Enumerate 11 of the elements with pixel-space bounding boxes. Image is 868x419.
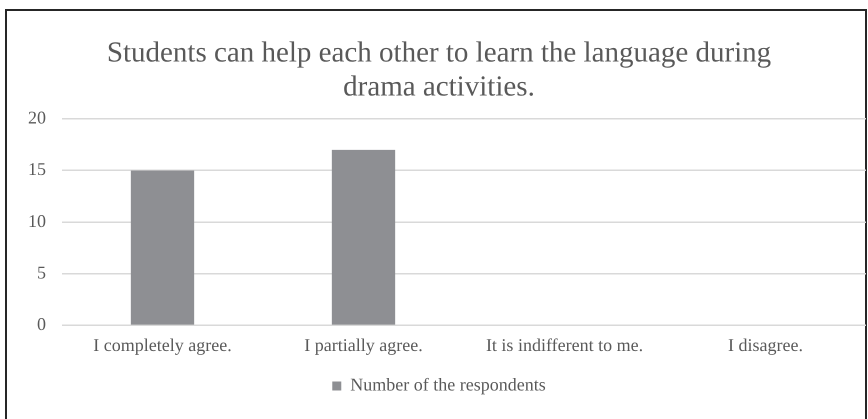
legend-label: Number of the respondents — [350, 374, 546, 395]
y-tick-label: 10 — [28, 210, 46, 231]
chart-title: Students can help each other to learn the language during drama activities. — [106, 36, 772, 103]
x-tick-label: I partially agree. — [304, 334, 423, 355]
y-tick-label: 5 — [37, 262, 46, 282]
y-tick-label: 20 — [28, 108, 46, 128]
x-tick-label: I completely agree. — [93, 334, 232, 355]
y-tick-label: 0 — [37, 314, 46, 334]
y-tick-label: 15 — [28, 159, 46, 180]
x-tick-label: I disagree. — [728, 334, 803, 355]
x-tick-label: It is indifferent to me. — [486, 334, 644, 355]
